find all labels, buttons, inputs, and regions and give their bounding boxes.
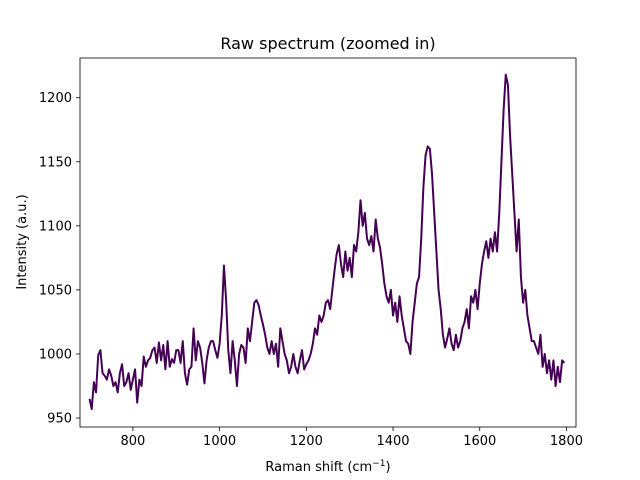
y-tick-label: 1050: [39, 283, 72, 298]
x-tick-label: 800: [120, 434, 145, 449]
x-tick-label: 1600: [463, 434, 496, 449]
x-tick-label: 1400: [376, 434, 409, 449]
x-axis-label-text: Raman shift (cm: [265, 460, 372, 475]
spectrum-line: [88, 73, 566, 411]
y-tick-label: 1100: [39, 219, 72, 234]
plot-frame: [79, 57, 577, 428]
x-axis-label: Raman shift (cm−1): [265, 459, 390, 475]
y-tick-label: 1200: [39, 91, 72, 106]
y-tick-label: 950: [47, 412, 72, 427]
x-tick-label: 1200: [290, 434, 323, 449]
x-axis-label-superscript: −1: [372, 459, 385, 469]
y-axis-label: Intensity (a.u.): [15, 194, 30, 289]
y-tick-label: 1150: [39, 155, 72, 170]
x-tick-label: 1000: [203, 434, 236, 449]
x-axis-label-close: ): [386, 460, 391, 475]
y-tick-label: 1000: [39, 347, 72, 362]
chart-title: Raw spectrum (zoomed in): [220, 34, 435, 53]
plot-background: [80, 58, 576, 427]
x-tick-label: 1800: [550, 434, 583, 449]
